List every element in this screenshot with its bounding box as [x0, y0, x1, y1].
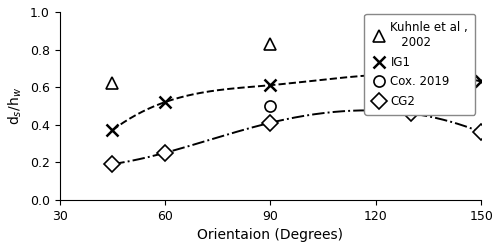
- Kuhnle et al ,
   2002: [110, 82, 116, 85]
- Y-axis label: d$_s$/h$_w$: d$_s$/h$_w$: [7, 87, 24, 125]
- CG2: [110, 163, 116, 166]
- IG1: [110, 129, 116, 132]
- CG2: [268, 121, 274, 124]
- Line: Kuhnle et al ,
   2002: Kuhnle et al , 2002: [106, 38, 417, 90]
- CG2: [408, 112, 414, 115]
- IG1: [478, 80, 484, 83]
- Kuhnle et al ,
   2002: [408, 72, 414, 75]
- IG1: [408, 72, 414, 75]
- X-axis label: Orientaion (Degrees): Orientaion (Degrees): [198, 228, 344, 242]
- Legend: Kuhnle et al ,
   2002, IG1, Cox. 2019, CG2: Kuhnle et al , 2002, IG1, Cox. 2019, CG2: [364, 14, 475, 115]
- CG2: [478, 131, 484, 134]
- IG1: [162, 101, 168, 104]
- Kuhnle et al ,
   2002: [268, 42, 274, 45]
- IG1: [268, 84, 274, 87]
- CG2: [162, 151, 168, 154]
- Line: IG1: IG1: [107, 68, 486, 136]
- Line: CG2: CG2: [107, 108, 486, 170]
